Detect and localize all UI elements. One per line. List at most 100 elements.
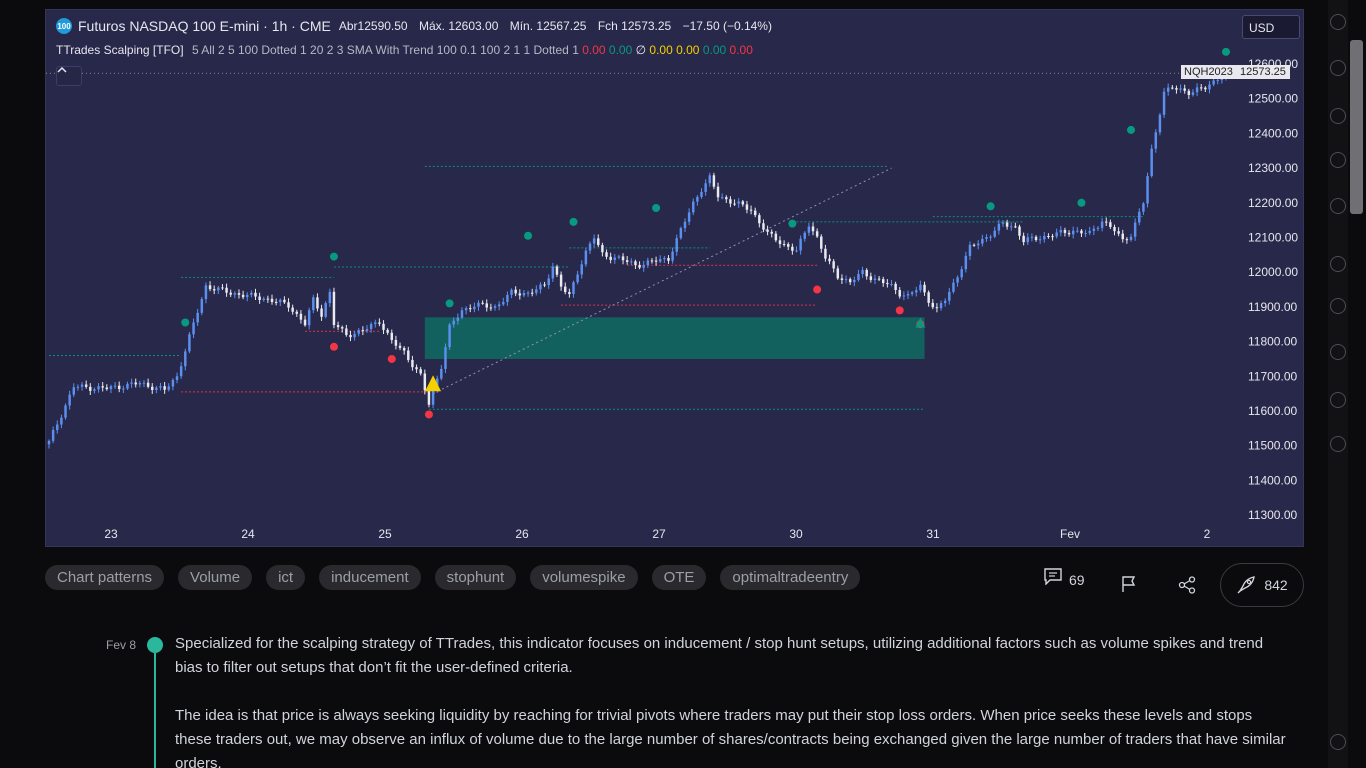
candle-body [844,279,848,281]
candle-body [295,311,299,314]
candle-body [146,382,150,387]
timeline-marker [147,637,163,653]
candle-body [159,386,162,388]
price-axis-tick: 12100.00 [1248,231,1298,245]
candle-body [572,282,575,295]
currency-selector[interactable]: USD [1242,15,1300,39]
candle-body [386,329,389,333]
candle-body [663,258,666,260]
bullish-signal-dot [1077,198,1086,207]
bullish-signal-dot [524,231,533,240]
candle-body [374,322,377,325]
rocket-icon [1237,576,1256,594]
candle-body [328,291,332,304]
candle-body [1038,239,1042,241]
candle-body [1047,236,1050,238]
candle-body [142,382,146,384]
candle-body [336,325,340,328]
tag-chip[interactable]: Volume [178,565,253,590]
candle-body [270,298,274,303]
bullish-signal-dot [986,202,995,211]
candle-body [51,430,55,441]
toolbar-icon[interactable] [1330,108,1346,124]
candle-body [535,289,538,293]
symbol-title[interactable]: Futuros NASDAQ 100 E-mini · 1h · CME [78,18,331,34]
candle-body [287,302,290,308]
tag-chip[interactable]: stophunt [434,565,517,590]
candle-body [188,334,191,352]
candle-body [902,295,906,297]
candle-body [778,240,782,245]
candle-body [307,310,311,326]
candle-body [221,287,224,289]
candle-body [378,322,381,324]
candle-body [758,215,761,224]
tag-chip[interactable]: optimaltradeentry [720,565,861,590]
candle-body [824,248,827,259]
chevron-up-icon [57,67,67,73]
toolbar-icon[interactable] [1330,152,1346,168]
candle-body [1179,88,1182,90]
candle-body [964,255,968,270]
candle-body [692,201,695,213]
time-axis-tick: 31 [926,527,940,541]
collapse-legend-button[interactable] [56,66,82,86]
toolbar-icon[interactable] [1330,198,1346,214]
candle-body [1005,222,1009,227]
candle-body [316,297,319,309]
tag-chip[interactable]: ict [266,565,306,590]
candle-body [658,259,662,262]
indicator-legend[interactable]: TTrades Scalping [TFO] 5 All 2 5 100 Dot… [56,43,753,57]
chart-canvas[interactable]: 12600.0012500.0012400.0012300.0012200.00… [46,10,1304,547]
candle-body [1150,148,1153,177]
toolbar-icon[interactable] [1330,436,1346,452]
candle-body [526,292,530,294]
candle-body [163,386,166,390]
candle-body [212,289,216,291]
comments-button[interactable]: 69 [1043,564,1085,588]
price-axis-tick: 11500.00 [1248,439,1297,453]
tag-chip[interactable]: Chart patterns [45,565,165,590]
candle-body [175,376,179,380]
candle-body [720,197,724,199]
report-button[interactable] [1121,575,1137,593]
toolbar-icon[interactable] [1330,60,1346,76]
toolbar-icon[interactable] [1330,14,1346,30]
candle-body [646,260,650,266]
candle-body [204,285,208,300]
toolbar-icon[interactable] [1330,734,1346,750]
tag-chip[interactable]: inducement [319,565,421,590]
low-label: Mín. [509,19,534,33]
candle-body [1026,237,1030,243]
boost-button[interactable]: 842 [1220,563,1304,607]
price-chart[interactable]: 12600.00 12500.00 12400.00 12300.00 12200.00… [45,9,1304,547]
candle-body [1166,87,1170,92]
price-axis-tick: 11800.00 [1248,335,1297,349]
candle-body [241,294,245,298]
toolbar-icon[interactable] [1330,298,1346,314]
post-date: Fev 8 [106,638,137,652]
symbol-badge[interactable]: 100 [56,18,72,34]
candle-body [415,367,418,370]
candle-body [283,299,286,303]
candle-body [923,284,926,293]
open-value: 12590.50 [357,19,408,33]
toolbar-icon[interactable] [1330,344,1346,360]
candle-body [485,303,488,308]
page-scrollbar[interactable] [1350,40,1363,214]
tag-chip[interactable]: OTE [651,565,707,590]
candle-body [134,382,137,385]
candle-body [1030,236,1034,238]
indicator-name[interactable]: TTrades Scalping [TFO] [56,43,184,57]
candle-body [1171,87,1174,89]
candle-body [559,274,563,287]
candle-body [799,238,802,251]
toolbar-icon[interactable] [1330,392,1346,408]
toolbar-icon[interactable] [1330,256,1346,272]
tag-chip[interactable]: volumespike [530,565,638,590]
share-button[interactable] [1178,576,1196,594]
candle-body [332,291,336,326]
candle-body [1162,91,1166,115]
candle-body [625,260,629,262]
candle-body [89,386,92,391]
